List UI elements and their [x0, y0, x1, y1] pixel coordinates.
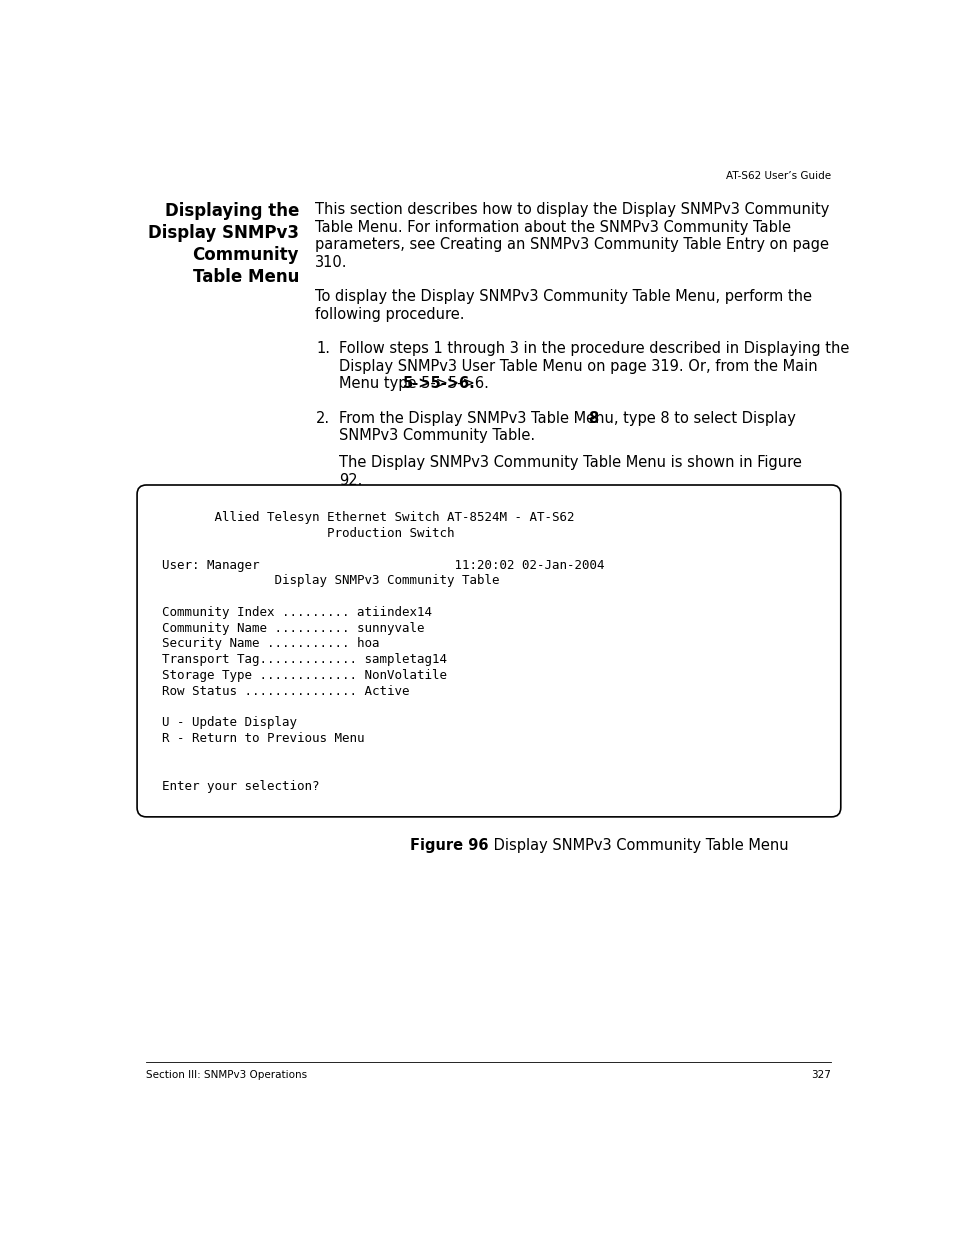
Text: User: Manager                          11:20:02 02-Jan-2004: User: Manager 11:20:02 02-Jan-2004 — [162, 558, 604, 572]
Text: 5->5->6.: 5->5->6. — [402, 377, 476, 391]
Text: Menu type: Menu type — [339, 377, 421, 391]
Text: Enter your selection?: Enter your selection? — [162, 779, 319, 793]
Text: 92.: 92. — [339, 473, 362, 488]
Text: 1.: 1. — [315, 341, 330, 357]
Text: AT-S62 User’s Guide: AT-S62 User’s Guide — [725, 172, 831, 182]
Text: From the Display SNMPv3 Table Menu, type 8 to select Display: From the Display SNMPv3 Table Menu, type… — [339, 411, 796, 426]
Text: Community Index ......... atiindex14: Community Index ......... atiindex14 — [162, 606, 432, 619]
Text: Figure 96: Figure 96 — [410, 839, 488, 853]
Text: Production Switch: Production Switch — [162, 527, 454, 540]
Text: 310.: 310. — [314, 254, 347, 269]
Text: Storage Type ............. NonVolatile: Storage Type ............. NonVolatile — [162, 669, 446, 682]
Text: following procedure.: following procedure. — [314, 306, 463, 322]
Text: Display SNMPv3 Community Table: Display SNMPv3 Community Table — [162, 574, 498, 588]
Text: Table Menu: Table Menu — [193, 268, 298, 287]
Text: From the Display SNMPv3 Table Menu, type: From the Display SNMPv3 Table Menu, type — [339, 411, 660, 426]
Text: Community Name .......... sunnyvale: Community Name .......... sunnyvale — [162, 621, 424, 635]
Text: 327: 327 — [811, 1070, 831, 1079]
Text: Section III: SNMPv3 Operations: Section III: SNMPv3 Operations — [146, 1070, 307, 1079]
Text: Security Name ........... hoa: Security Name ........... hoa — [162, 637, 379, 651]
Text: R - Return to Previous Menu: R - Return to Previous Menu — [162, 732, 364, 745]
Text: U - Update Display: U - Update Display — [162, 716, 296, 730]
Text: Display SNMPv3: Display SNMPv3 — [148, 224, 298, 242]
Text: Table Menu. For information about the SNMPv3 Community Table: Table Menu. For information about the SN… — [314, 220, 790, 235]
Text: 8: 8 — [588, 411, 598, 426]
Text: To display the Display SNMPv3 Community Table Menu, perform the: To display the Display SNMPv3 Community … — [314, 289, 811, 304]
Text: Allied Telesyn Ethernet Switch AT-8524M - AT-S62: Allied Telesyn Ethernet Switch AT-8524M … — [162, 511, 574, 524]
Text: Display SNMPv3 User Table Menu on page 319. Or, from the Main: Display SNMPv3 User Table Menu on page 3… — [339, 359, 817, 374]
Text: SNMPv3 Community Table.: SNMPv3 Community Table. — [339, 429, 535, 443]
Text: 2.: 2. — [315, 411, 330, 426]
Text: Row Status ............... Active: Row Status ............... Active — [162, 685, 409, 698]
Text: Menu type 5->5->6.: Menu type 5->5->6. — [339, 377, 489, 391]
Text: Transport Tag............. sampletag14: Transport Tag............. sampletag14 — [162, 653, 446, 666]
Text: parameters, see Creating an SNMPv3 Community Table Entry on page: parameters, see Creating an SNMPv3 Commu… — [314, 237, 828, 252]
Text: Display SNMPv3 Community Table Menu: Display SNMPv3 Community Table Menu — [488, 839, 788, 853]
Text: The Display SNMPv3 Community Table Menu is shown in Figure: The Display SNMPv3 Community Table Menu … — [339, 456, 801, 471]
Text: This section describes how to display the Display SNMPv3 Community: This section describes how to display th… — [314, 203, 828, 217]
Text: Community: Community — [193, 246, 298, 264]
Text: Displaying the: Displaying the — [165, 203, 298, 220]
Text: Follow steps 1 through 3 in the procedure described in Displaying the: Follow steps 1 through 3 in the procedur… — [339, 341, 849, 357]
FancyBboxPatch shape — [137, 485, 840, 816]
